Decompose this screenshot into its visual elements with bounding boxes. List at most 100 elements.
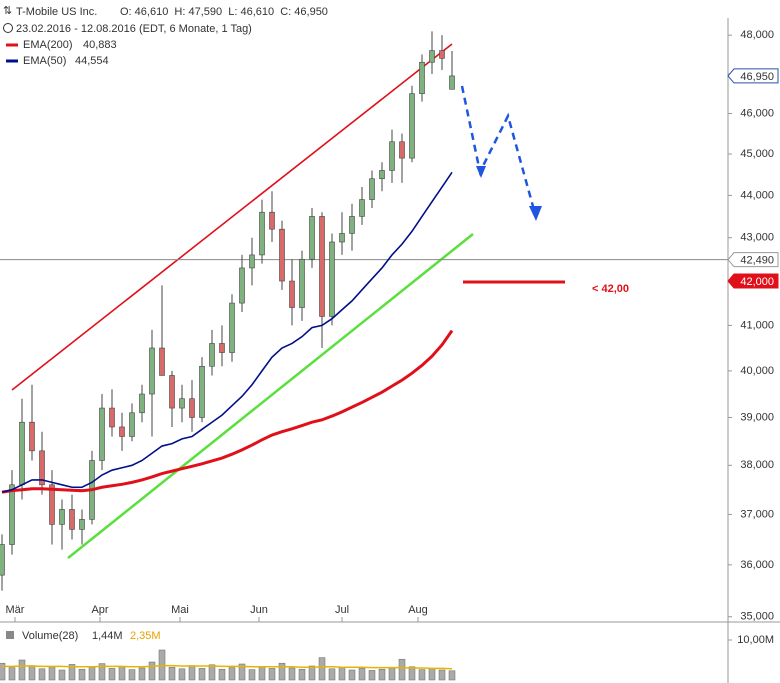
candle-body	[219, 343, 225, 353]
x-tick-label: Apr	[91, 604, 108, 616]
candle-body	[19, 421, 25, 486]
candle-body	[249, 254, 255, 269]
volume-bar	[298, 668, 306, 681]
candle-body	[99, 407, 105, 461]
x-tick-label: Mai	[171, 604, 189, 616]
arrow-head	[529, 206, 542, 221]
candle-body	[129, 412, 135, 437]
candle-body	[409, 93, 415, 159]
candle-body	[379, 170, 385, 180]
volume-bar	[178, 668, 186, 681]
ema-line	[1, 171, 453, 493]
chart-title: T-Mobile US Inc.	[16, 6, 97, 18]
candle-body	[369, 178, 375, 200]
x-tick-label: Jul	[335, 604, 349, 616]
x-tick-label: Aug	[408, 604, 428, 616]
y-tick-label: 35,000	[740, 611, 774, 623]
candle-body	[0, 544, 5, 576]
subtitle: 23.02.2016 - 12.08.2016 (EDT, 6 Monate, …	[16, 23, 252, 35]
y-tick-label: 38,000	[740, 459, 774, 471]
volume-icon	[6, 631, 14, 639]
volume-bar	[18, 659, 26, 681]
candle-body	[289, 280, 295, 308]
volume-bar	[438, 669, 446, 681]
y-tick-label: 37,000	[740, 508, 774, 520]
volume-bar	[8, 667, 16, 681]
volume-average	[2, 664, 453, 670]
candle-body	[189, 398, 195, 418]
candle-body	[439, 50, 445, 59]
volume-bar	[218, 668, 226, 681]
ema-line	[1, 329, 454, 494]
candle-body	[59, 509, 65, 525]
volume-bar	[318, 657, 326, 681]
volume-bar	[28, 665, 36, 681]
volume-bar	[308, 665, 316, 681]
candle-body	[159, 347, 165, 376]
x-tick-label: Mär	[6, 604, 25, 616]
candle-body	[119, 426, 125, 437]
volume-bar	[208, 664, 216, 681]
annotation: < 42,00	[592, 283, 629, 295]
clock-icon	[3, 23, 13, 33]
price-level-box	[727, 68, 779, 84]
volume-stat: 2,35M	[130, 630, 161, 642]
candle-body	[359, 199, 365, 217]
price-level-label: 42,000	[740, 276, 774, 288]
volume-bar	[58, 669, 66, 681]
y-tick-label: 48,000	[740, 29, 774, 41]
candle-body	[299, 258, 305, 308]
x-tick-label: Jun	[250, 604, 268, 616]
candle-body	[179, 398, 185, 409]
y-tick-label: 39,000	[740, 411, 774, 423]
price-level-label: 42,490	[740, 255, 774, 267]
candle-body	[319, 216, 325, 317]
candle-body	[399, 141, 405, 159]
volume-bar	[328, 668, 336, 681]
candle-body	[389, 141, 395, 171]
candle-body	[309, 216, 315, 260]
candle-body	[29, 421, 35, 452]
price-level-box	[727, 252, 779, 268]
volume-bar	[248, 669, 256, 681]
trend-channel-lower	[67, 233, 474, 559]
candle-body	[69, 509, 75, 530]
candle-body	[49, 484, 55, 525]
candle-body	[269, 211, 275, 230]
candle-body	[279, 228, 285, 282]
volume-bar	[398, 658, 406, 681]
volume-tick-label: 10,00M	[737, 634, 774, 646]
volume-bar	[48, 666, 56, 681]
volume-bar	[0, 662, 6, 681]
legend-value: 40,883	[83, 39, 117, 51]
legend-value: 44,554	[75, 55, 109, 67]
volume-label: Volume(28)	[22, 630, 78, 642]
volume-bar	[88, 666, 96, 681]
candle-body	[199, 365, 205, 418]
volume-bar	[198, 668, 206, 681]
volume-stat: 1,44M	[92, 630, 123, 642]
legend-label: EMA(200)	[23, 39, 73, 51]
candle-body	[229, 302, 235, 353]
volume-bar	[448, 670, 456, 681]
y-tick-label: 45,000	[740, 148, 774, 160]
candle-body	[169, 375, 175, 409]
y-tick-label: 43,000	[740, 232, 774, 244]
arrow-head	[476, 166, 486, 178]
volume-bar	[238, 663, 246, 681]
volume-bar	[338, 667, 346, 681]
volume-bar	[408, 666, 416, 681]
ohlc-label: O: 46,610 H: 47,590 L: 46,610 C: 46,950	[120, 6, 328, 18]
volume-bar	[378, 668, 386, 681]
volume-bar	[188, 665, 196, 681]
candle-body	[419, 61, 425, 94]
candle-body	[329, 241, 335, 317]
candle-body	[149, 347, 155, 395]
volume-bar	[98, 663, 106, 681]
volume-bar	[138, 667, 146, 681]
volume-bar	[358, 668, 366, 681]
volume-bar	[348, 669, 356, 681]
y-tick-label: 44,000	[740, 189, 774, 201]
legend-label: EMA(50)	[23, 55, 66, 67]
